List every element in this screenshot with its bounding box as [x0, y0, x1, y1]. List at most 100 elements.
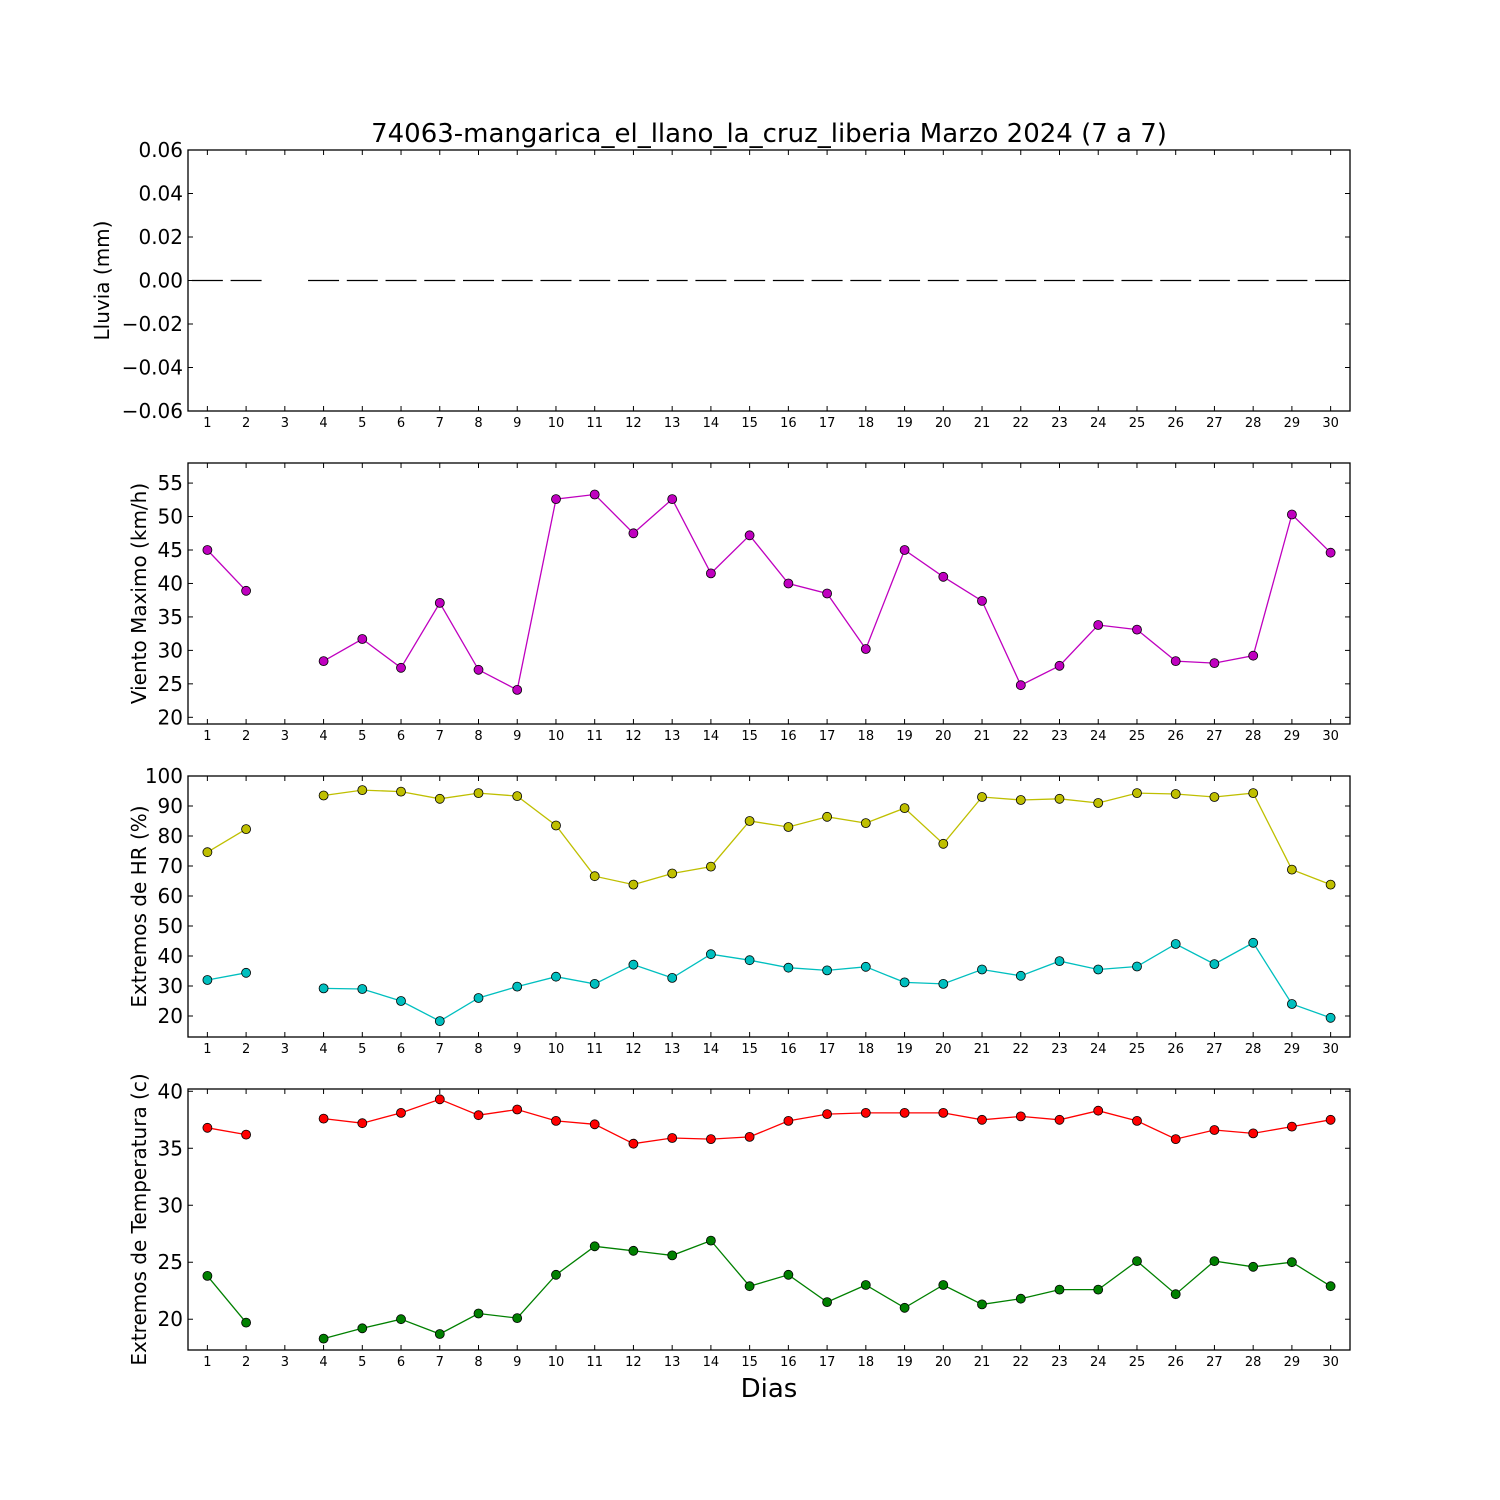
data-point [1248, 788, 1259, 798]
x-tick-label: 22 [1012, 416, 1029, 431]
x-tick-label: 8 [474, 729, 482, 744]
data-point [1015, 1293, 1026, 1304]
data-point [551, 494, 561, 505]
x-tick-label: 30 [1322, 416, 1339, 431]
data-point [899, 1302, 910, 1313]
data-point [860, 1280, 871, 1290]
data-point [860, 1108, 871, 1118]
data-point [822, 588, 832, 599]
data-point [512, 685, 523, 695]
x-tick-label: 17 [819, 1355, 836, 1370]
series-line [207, 1127, 247, 1136]
y-tick-label: 30 [158, 638, 183, 662]
x-tick-label: 26 [1167, 1355, 1184, 1370]
data-point [473, 788, 484, 798]
y-axis-label: Viento Maximo (km/h) [127, 483, 151, 704]
x-tick-label: 14 [703, 729, 720, 744]
y-tick-label: −0.06 [122, 399, 183, 423]
x-tick-label: 26 [1167, 1042, 1184, 1057]
x-tick-label: 14 [703, 1355, 720, 1370]
data-point [744, 530, 755, 541]
data-point [1325, 879, 1336, 890]
x-tick-label: 24 [1090, 1042, 1107, 1057]
data-point [1209, 658, 1220, 668]
data-point [202, 975, 213, 985]
y-tick-label: 50 [158, 914, 183, 938]
x-tick-label: 7 [436, 1042, 444, 1057]
x-tick-label: 13 [664, 1042, 681, 1057]
x-tick-label: 15 [741, 1042, 758, 1057]
x-tick-label: 20 [935, 729, 952, 744]
data-point [667, 973, 678, 983]
data-point [1093, 798, 1104, 808]
x-tick-label: 16 [780, 1355, 797, 1370]
data-point [822, 1109, 832, 1119]
data-point [667, 868, 678, 879]
x-tick-label: 11 [586, 416, 603, 431]
x-tick-label: 15 [741, 729, 758, 744]
x-tick-label: 20 [935, 1355, 952, 1370]
data-point [977, 596, 987, 606]
data-point [589, 979, 600, 989]
data-point [706, 1134, 716, 1144]
y-tick-label: 30 [158, 974, 183, 998]
x-tick-label: 7 [436, 416, 444, 431]
x-tick-label: 1 [203, 1355, 211, 1370]
x-tick-label: 11 [586, 729, 603, 744]
x-tick-label: 22 [1012, 1042, 1029, 1057]
x-tick-label: 6 [397, 1355, 405, 1370]
x-tick-label: 21 [974, 729, 991, 744]
y-axis-label: Extremos de Temperatura (c) [127, 1073, 151, 1365]
data-point [1287, 999, 1297, 1009]
data-point [899, 1108, 910, 1118]
data-point [396, 662, 406, 673]
data-point [1248, 1128, 1259, 1139]
data-point [783, 1269, 794, 1280]
data-point [860, 961, 871, 972]
data-point [357, 984, 368, 994]
x-tick-label: 5 [358, 729, 366, 744]
y-tick-label: 35 [158, 605, 183, 629]
data-point [1132, 1116, 1142, 1126]
x-tick-label: 9 [513, 1042, 521, 1057]
x-axis-label: Dias [741, 1374, 798, 1404]
x-tick-label: 11 [586, 1042, 603, 1057]
x-tick-label: 16 [780, 416, 797, 431]
data-point [318, 1113, 329, 1124]
data-point [1248, 937, 1259, 948]
x-tick-label: 29 [1284, 729, 1301, 744]
data-point [589, 871, 600, 882]
series-line [207, 828, 247, 853]
data-point [434, 793, 445, 804]
x-tick-label: 6 [397, 416, 405, 431]
x-tick-label: 3 [281, 729, 289, 744]
data-point [318, 790, 329, 801]
panel-1: −0.06−0.04−0.020.000.020.040.061 2 3 4 5 6 7 8 9… [90, 138, 1351, 431]
series-1 [202, 1094, 1336, 1149]
y-tick-label: 40 [158, 1079, 183, 1103]
data-point [551, 820, 561, 831]
y-tick-label: 20 [158, 705, 183, 729]
data-point [1170, 1289, 1181, 1300]
x-tick-label: 5 [358, 1042, 366, 1057]
x-tick-label: 30 [1322, 1042, 1339, 1057]
x-tick-label: 13 [664, 1355, 681, 1370]
data-point [1170, 656, 1181, 666]
x-tick-label: 24 [1090, 729, 1107, 744]
data-point [1093, 620, 1104, 630]
x-tick-label: 18 [858, 1355, 875, 1370]
x-tick-label: 12 [625, 1355, 642, 1370]
data-point [434, 1329, 445, 1339]
y-axis-label: Extremos de HR (%) [127, 805, 151, 1007]
x-tick-label: 18 [858, 1042, 875, 1057]
data-point [434, 1094, 445, 1105]
y-tick-label: 80 [158, 824, 183, 848]
x-tick-label: 27 [1206, 1042, 1223, 1057]
data-point [977, 1114, 987, 1125]
data-point [744, 816, 755, 826]
data-point [357, 1118, 368, 1129]
x-tick-label: 26 [1167, 729, 1184, 744]
data-point [1209, 1125, 1220, 1135]
